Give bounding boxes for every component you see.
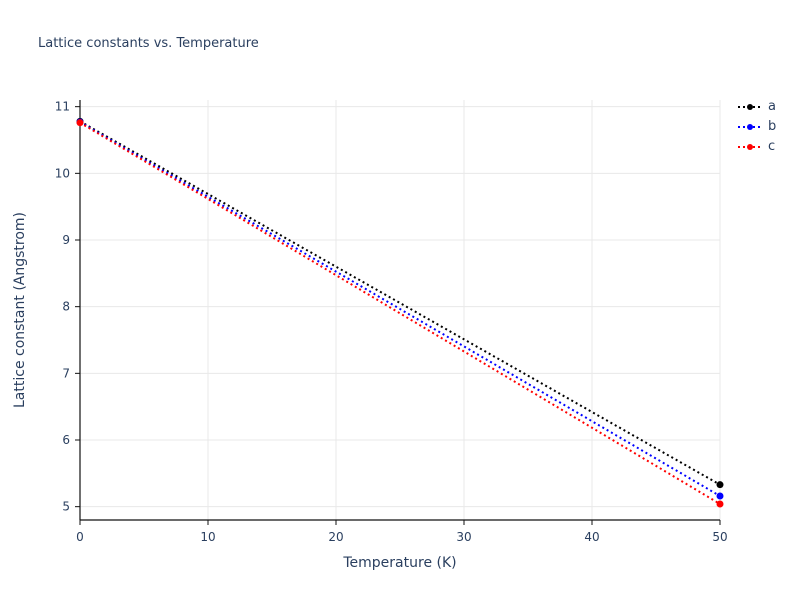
x-tick-label: 20 [328,530,343,544]
chart-title: Lattice constants vs. Temperature [38,36,259,51]
x-tick-label: 10 [200,530,215,544]
legend-item-c[interactable]: c [737,140,776,153]
y-tick-label: 9 [62,233,70,247]
y-tick-label: 8 [62,300,70,314]
y-axis-label: Lattice constant (Angstrom) [12,212,28,408]
legend-label-a: a [768,99,776,114]
series-lines [76,117,724,508]
y-tick-labels: 5 6 7 8 9 10 11 [55,100,70,514]
series-line-a [79,120,721,486]
series-line-b [79,121,721,497]
series-line-c [79,121,721,505]
tick-marks [75,106,721,525]
x-tick-label: 50 [712,530,727,544]
legend-glyph-c [738,143,762,150]
marker-c [716,500,724,508]
x-tick-label: 30 [456,530,471,544]
marker-c [76,119,84,127]
x-tick-label: 40 [584,530,599,544]
legend-label-b: b [768,119,777,134]
x-axis-label: Temperature (K) [342,555,456,571]
y-tick-label: 10 [55,166,70,180]
legend-item-a[interactable]: a [737,100,776,113]
axes [79,100,720,521]
y-tick-label: 11 [55,100,70,114]
y-tick-label: 7 [62,366,70,380]
marker-a [716,481,724,489]
legend-item-b[interactable]: b [737,120,776,133]
x-tick-labels: 0 10 20 30 40 50 [76,530,727,544]
marker-b [716,492,724,500]
x-tick-label: 0 [76,530,84,544]
legend-label-c: c [768,139,776,154]
y-tick-label: 5 [62,500,70,514]
legend-glyph-b [738,123,762,130]
series-c [76,119,724,508]
y-tick-label: 6 [62,433,70,447]
y-gridlines [80,106,720,508]
series-b [76,118,724,500]
legend-glyph-a [738,103,762,110]
